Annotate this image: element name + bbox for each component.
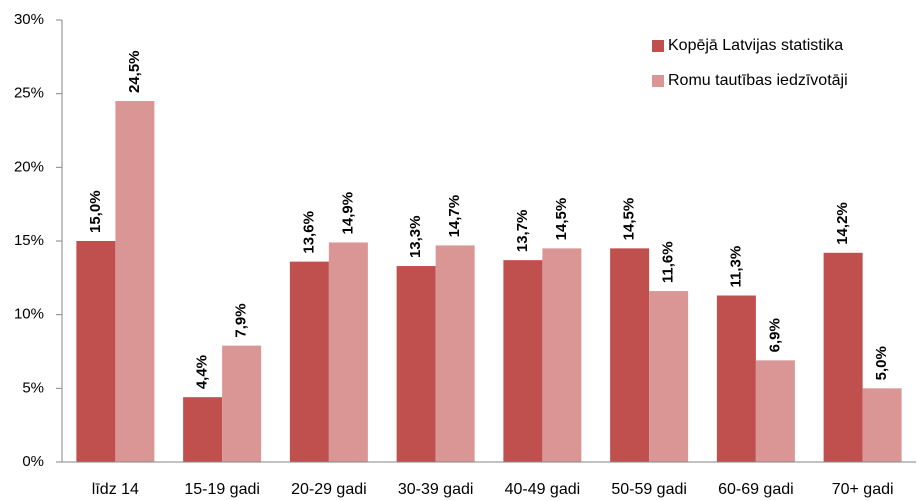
x-tick-label: 60-69 gadi	[718, 481, 794, 498]
bar	[755, 360, 795, 462]
bar	[222, 345, 262, 462]
bar	[183, 397, 223, 462]
y-tick-label: 20%	[14, 158, 44, 175]
value-label: 15,0%	[87, 190, 104, 233]
bar	[396, 266, 436, 462]
y-tick-label: 30%	[14, 11, 44, 28]
x-tick-label: 30-39 gadi	[398, 481, 474, 498]
legend-label: Kopējā Latvijas statistika	[668, 37, 843, 54]
bar	[649, 291, 689, 462]
value-label: 11,3%	[727, 246, 744, 288]
value-label: 14,7%	[446, 195, 463, 238]
y-tick-label: 0%	[22, 453, 44, 470]
x-tick-label: 70+ gadi	[832, 481, 894, 498]
bar	[435, 245, 475, 462]
value-label: 13,6%	[300, 211, 317, 254]
value-label: 5,0%	[873, 346, 890, 380]
bar	[610, 248, 650, 462]
legend-swatch	[652, 40, 664, 52]
bar	[823, 252, 863, 462]
bar	[862, 388, 902, 462]
legend-label: Romu tautības iedzīvotāji	[668, 72, 848, 89]
value-label: 4,4%	[194, 355, 211, 389]
bar	[328, 242, 368, 462]
bar	[542, 248, 582, 462]
bar	[289, 261, 329, 462]
value-label: 14,5%	[553, 198, 570, 241]
value-label: 14,5%	[621, 198, 638, 241]
bar	[503, 260, 543, 462]
y-tick-label: 25%	[14, 85, 44, 102]
value-label: 11,6%	[660, 241, 677, 283]
value-label: 14,9%	[339, 192, 356, 235]
y-tick-label: 5%	[22, 379, 44, 396]
x-tick-label: 15-19 gadi	[184, 481, 260, 498]
x-tick-label: 40-49 gadi	[505, 481, 581, 498]
bar	[76, 241, 116, 462]
value-label: 13,3%	[407, 215, 424, 258]
value-label: 7,9%	[233, 303, 250, 337]
legend-swatch	[652, 75, 664, 87]
value-label: 6,9%	[766, 318, 783, 352]
bar	[716, 295, 756, 462]
x-tick-label: līdz 14	[92, 481, 139, 498]
x-tick-label: 20-29 gadi	[291, 481, 367, 498]
y-tick-label: 15%	[14, 232, 44, 249]
value-label: 13,7%	[514, 210, 531, 253]
bar	[115, 101, 155, 463]
value-label: 24,5%	[126, 50, 143, 93]
value-label: 14,2%	[834, 202, 851, 245]
y-tick-label: 10%	[14, 306, 44, 323]
x-tick-label: 50-59 gadi	[611, 481, 687, 498]
